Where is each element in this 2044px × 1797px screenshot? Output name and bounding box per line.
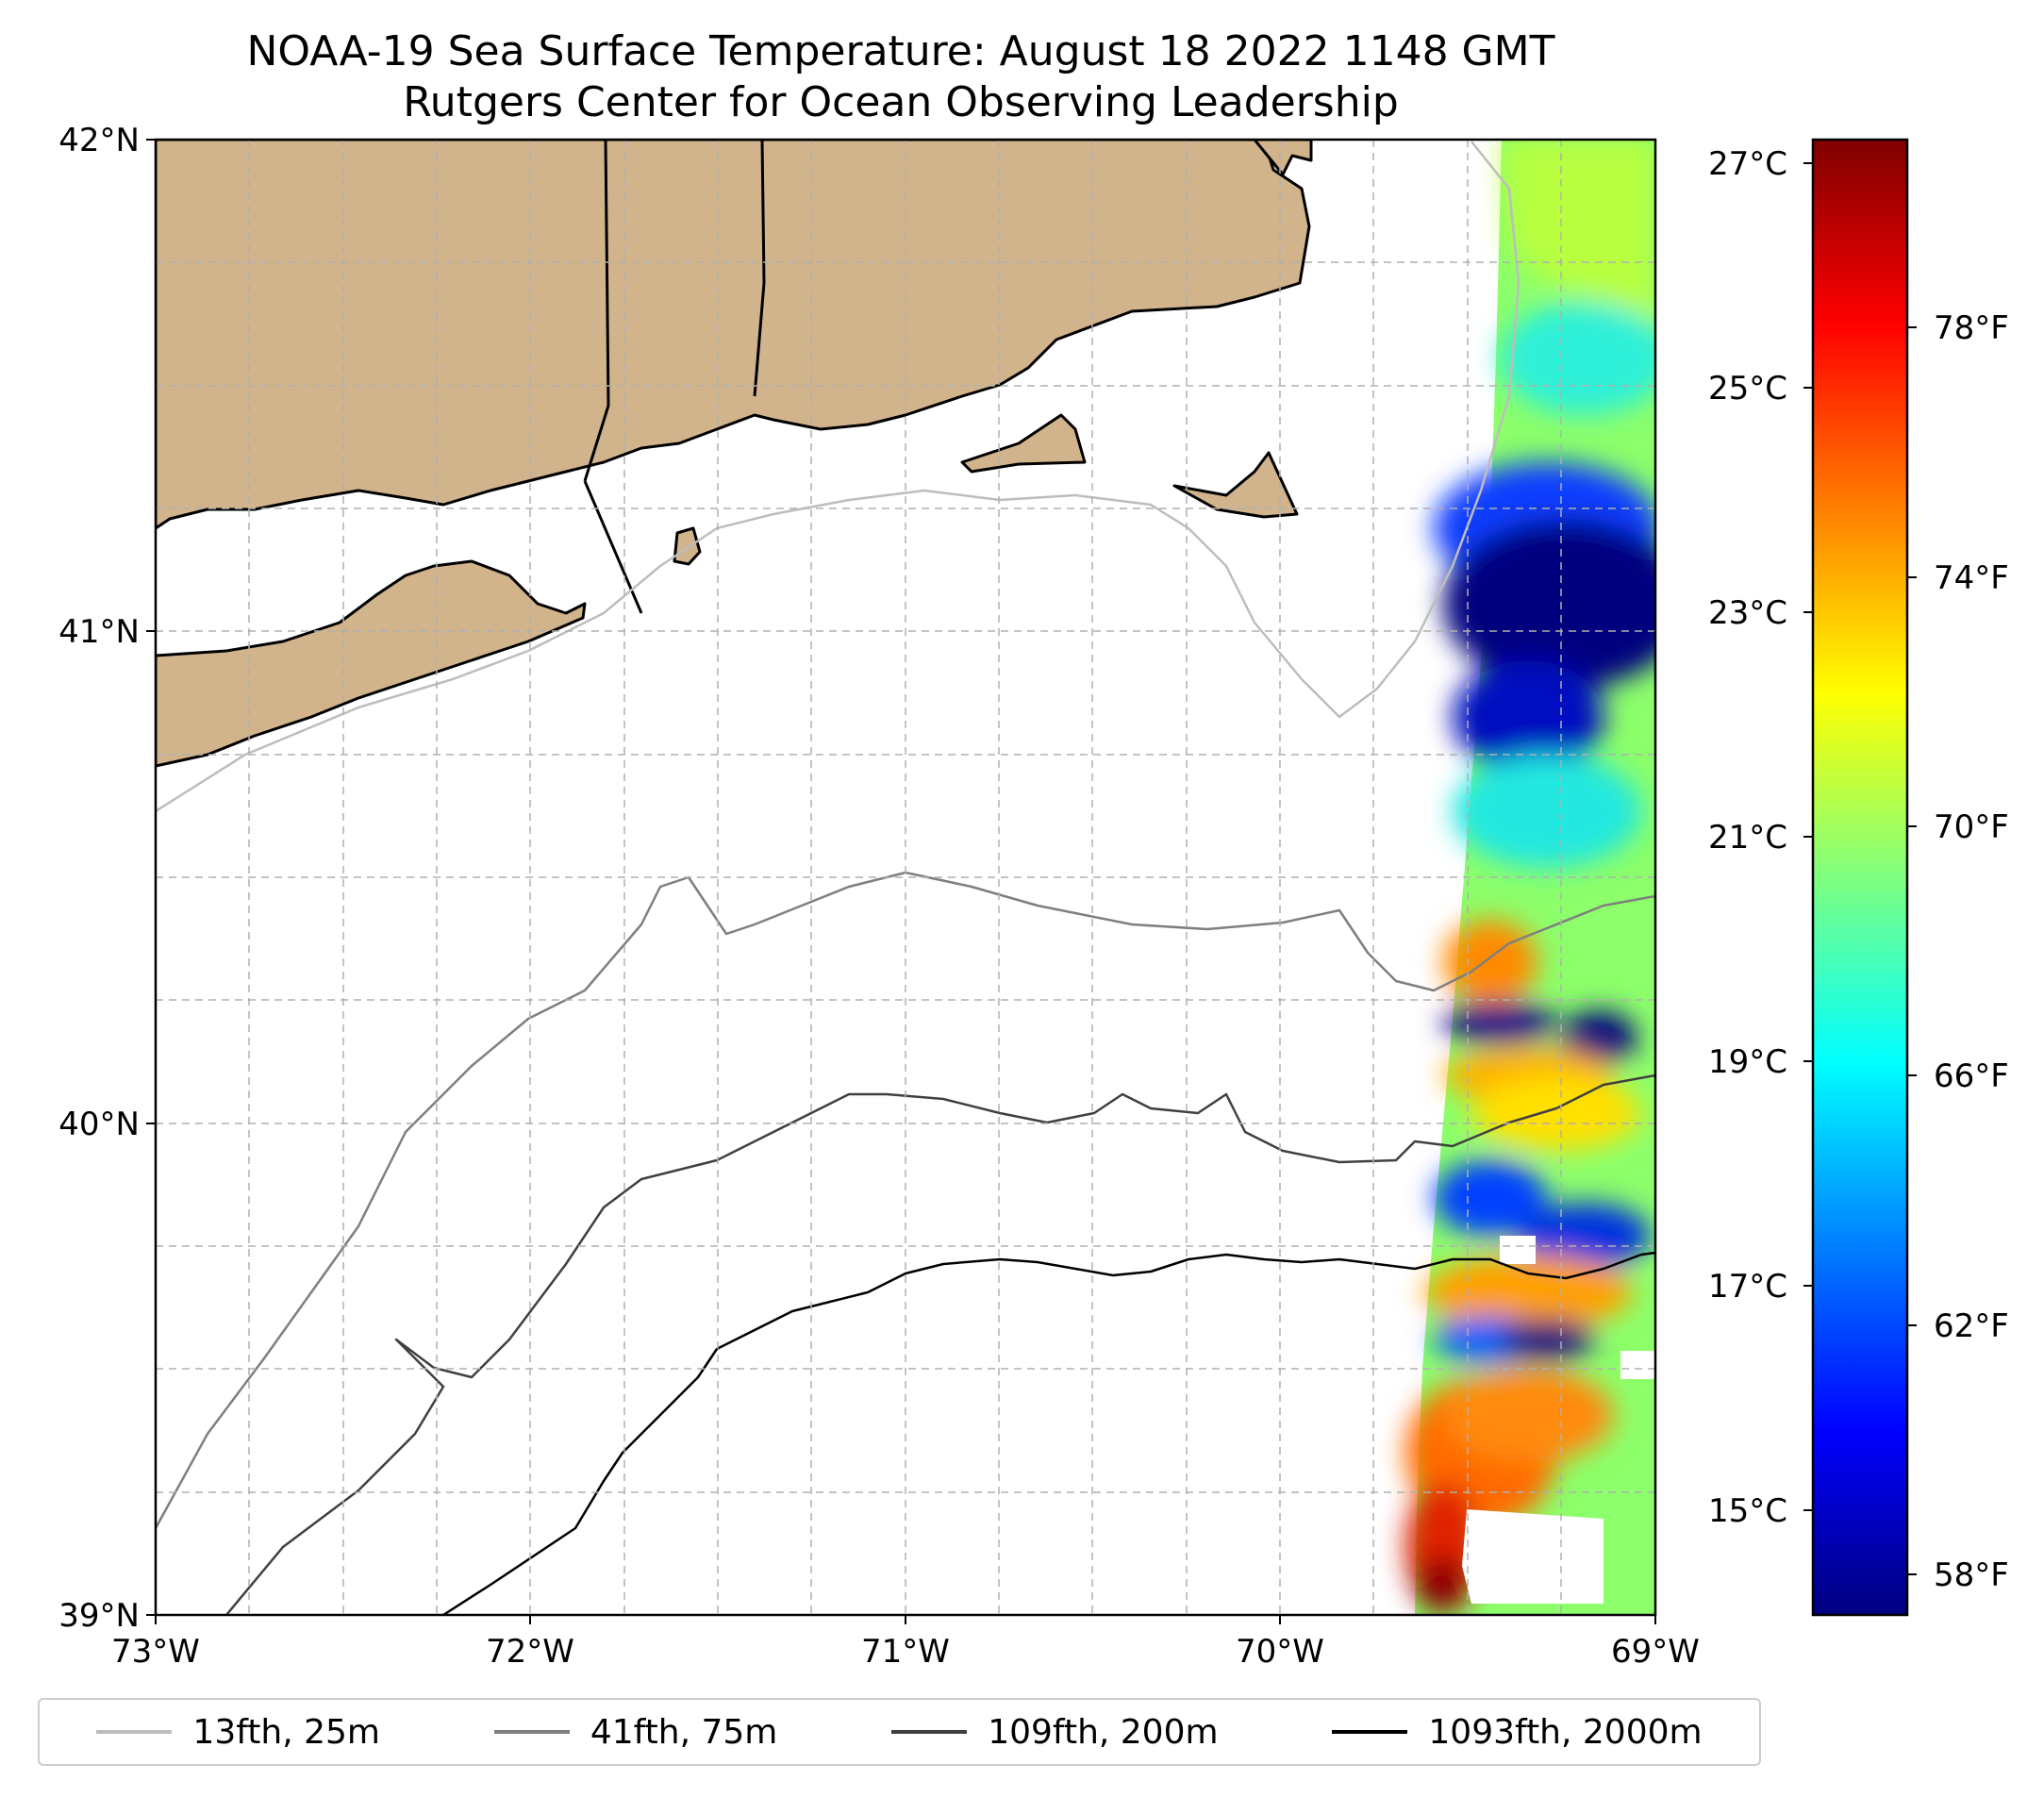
legend-item-200m: 109fth, 200m bbox=[891, 1712, 1219, 1752]
colorbar bbox=[1811, 138, 1909, 1617]
colorbar-f-58: 58°F bbox=[1934, 1556, 2009, 1594]
legend-label-2000m: 1093fth, 2000m bbox=[1428, 1712, 1703, 1752]
legend-line-200m bbox=[891, 1730, 968, 1734]
legend-line-75m bbox=[493, 1730, 570, 1734]
land bbox=[156, 140, 1313, 768]
lat-label-39: 39°N bbox=[58, 1597, 140, 1635]
lon-label-73: 73°W bbox=[111, 1633, 200, 1671]
contour-200m bbox=[225, 1073, 1655, 1615]
lat-tick-marks bbox=[146, 139, 156, 1616]
contour-75m bbox=[156, 871, 1655, 1529]
colorbar-c-17: 17°C bbox=[1708, 1268, 1787, 1306]
legend-label-75m: 41fth, 75m bbox=[590, 1712, 778, 1752]
lon-label-72: 72°W bbox=[486, 1633, 574, 1671]
lon-label-70: 70°W bbox=[1236, 1633, 1324, 1671]
map-area bbox=[156, 140, 1655, 1615]
lat-label-42: 42°N bbox=[58, 122, 140, 159]
colorbar-c-25: 25°C bbox=[1708, 370, 1787, 408]
legend-item-25m: 13fth, 25m bbox=[96, 1713, 380, 1752]
contour-2000m bbox=[442, 1251, 1655, 1615]
depth-contours bbox=[156, 141, 1655, 1615]
legend-label-200m: 109fth, 200m bbox=[988, 1712, 1219, 1752]
legend-line-25m bbox=[96, 1730, 173, 1734]
colorbar-c-21: 21°C bbox=[1708, 819, 1787, 857]
colorbar-c-19: 19°C bbox=[1708, 1043, 1787, 1081]
colorbar-f-78: 78°F bbox=[1934, 309, 2009, 347]
colorbar-c-23: 23°C bbox=[1708, 594, 1787, 632]
colorbar-celsius-tick-marks bbox=[1803, 162, 1813, 1511]
lon-tick-marks bbox=[155, 1615, 1656, 1624]
legend-item-75m: 41fth, 75m bbox=[493, 1712, 778, 1752]
legend-line-2000m bbox=[1332, 1730, 1408, 1734]
colorbar-c-15: 15°C bbox=[1708, 1492, 1787, 1530]
colorbar-f-66: 66°F bbox=[1934, 1057, 2009, 1095]
lat-label-40: 40°N bbox=[58, 1106, 140, 1143]
contour-legend: 13fth, 25m 41fth, 75m 109fth, 200m 1093f… bbox=[38, 1698, 1761, 1766]
colorbar-f-74: 74°F bbox=[1934, 559, 2009, 597]
lon-label-71: 71°W bbox=[861, 1633, 950, 1671]
contour-25m bbox=[156, 141, 1521, 813]
colorbar-fahrenheit-tick-marks bbox=[1907, 326, 1917, 1575]
lon-label-69: 69°W bbox=[1611, 1633, 1700, 1671]
legend-item-2000m: 1093fth, 2000m bbox=[1332, 1712, 1703, 1752]
gridlines bbox=[156, 140, 1655, 1615]
colorbar-f-70: 70°F bbox=[1934, 808, 2009, 846]
state-borders bbox=[583, 140, 766, 614]
colorbar-f-62: 62°F bbox=[1934, 1307, 2009, 1345]
colorbar-c-27: 27°C bbox=[1708, 145, 1787, 183]
map-title-line1: NOAA-19 Sea Surface Temperature: August … bbox=[246, 27, 1555, 75]
legend-label-25m: 13fth, 25m bbox=[192, 1712, 380, 1752]
lat-label-41: 41°N bbox=[58, 613, 140, 651]
map-title-line2: Rutgers Center for Ocean Observing Leade… bbox=[403, 78, 1399, 126]
